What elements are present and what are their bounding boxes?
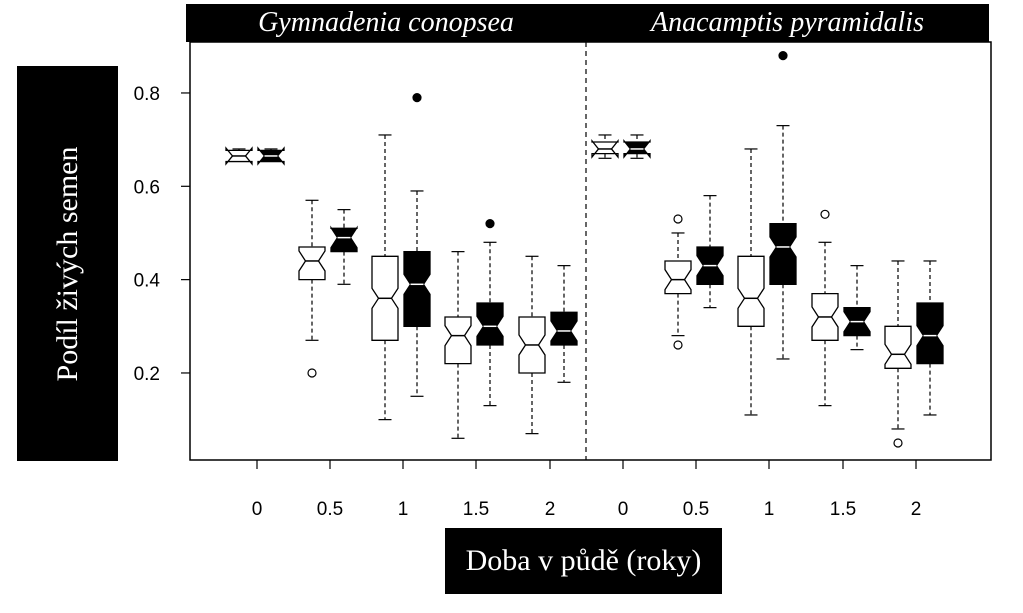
outlier-point xyxy=(893,438,903,448)
box-filled xyxy=(403,250,431,327)
box-filled xyxy=(550,311,578,346)
box-filled xyxy=(330,225,358,253)
y-axis-label: Podíl živých semen xyxy=(50,146,84,381)
outlier-point xyxy=(673,214,683,224)
box-open xyxy=(298,246,326,281)
outlier-point xyxy=(485,219,495,229)
x-tick-label: 2 xyxy=(911,499,922,520)
box-filled xyxy=(916,302,944,365)
outlier-point xyxy=(673,340,683,350)
x-tick-label: 1 xyxy=(398,499,409,520)
y-axis-label-box: Podíl živých semen xyxy=(17,66,118,461)
x-tick-label: 0 xyxy=(252,499,263,520)
y-tick-label: 0.2 xyxy=(134,364,160,385)
panel-title-right-text: Anacamptis pyramidalis xyxy=(651,7,924,38)
x-axis-label-box: Doba v půdě (roky) xyxy=(445,528,722,594)
outlier-point xyxy=(307,368,317,378)
x-tick-label: 0.5 xyxy=(683,499,709,520)
panel-title-left-text: Gymnadenia conopsea xyxy=(258,7,514,38)
outlier-point xyxy=(778,51,788,61)
x-tick-label: 1 xyxy=(764,499,775,520)
x-tick-label: 1.5 xyxy=(463,499,489,520)
box-filled xyxy=(476,302,504,346)
outlier-point xyxy=(820,209,830,219)
outlier-point xyxy=(412,93,422,103)
panel-title-anacamptis: Anacamptis pyramidalis xyxy=(586,4,989,42)
box-open xyxy=(444,316,472,365)
x-tick-label: 1.5 xyxy=(830,499,856,520)
plot-frame xyxy=(189,41,992,461)
panel-title-gymnadenia: Gymnadenia conopsea xyxy=(186,4,586,42)
x-tick-label: 0.5 xyxy=(317,499,343,520)
x-tick-label: 0 xyxy=(618,499,629,520)
y-tick-label: 0.8 xyxy=(134,84,160,105)
y-tick-label: 0.6 xyxy=(134,177,160,198)
box-open xyxy=(664,260,692,295)
x-tick-label: 2 xyxy=(545,499,556,520)
y-tick-label: 0.4 xyxy=(134,271,161,292)
x-axis-label: Doba v půdě (roky) xyxy=(465,544,702,577)
box-filled xyxy=(769,222,797,285)
box-open xyxy=(884,325,912,369)
box-open xyxy=(737,255,765,327)
